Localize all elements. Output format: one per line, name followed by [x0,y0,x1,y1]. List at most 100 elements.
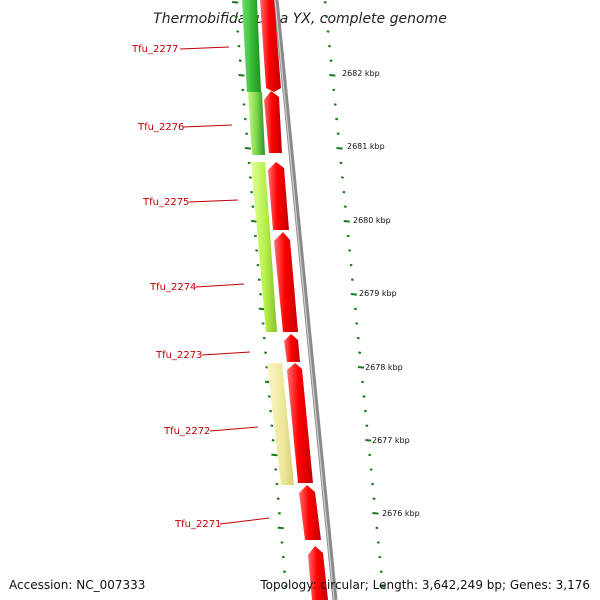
tick-mark [336,132,340,135]
tick-mark [256,263,260,267]
gene-label-leader [201,351,251,356]
gene-label-leader [188,199,239,203]
tick-mark [336,147,343,150]
gene-label[interactable]: Tfu_2271 [174,519,221,530]
gene-label[interactable]: Tfu_2274 [149,282,196,293]
accession-label: Accession: NC_007333 [9,578,146,592]
scale-tick-label: 2676 kbp [382,509,420,518]
tick-mark [251,220,258,223]
tick-mark [358,351,362,354]
tick-mark [350,278,354,281]
tick-mark [346,234,350,238]
tick-mark [247,161,251,165]
tick-mark [255,249,259,252]
tick-mark [378,555,382,559]
tick-mark [365,424,369,427]
tick-mark [355,322,359,325]
tick-mark [267,395,271,398]
gene-tfu-2272[interactable] [267,363,294,485]
gene-label[interactable]: Tfu_2272 [163,426,210,437]
gene-arrow-2[interactable] [264,91,282,153]
tick-mark [243,117,247,121]
gene-tfu-2275-2274[interactable] [251,162,277,332]
tick-mark [372,497,376,500]
tick-mark [270,424,274,427]
tick-mark [269,409,273,413]
tick-mark [335,117,339,121]
tick-mark [332,88,336,92]
genome-backbone-highlight [274,0,335,600]
gene-labels: Tfu_2277 Tfu_2276 Tfu_2275 Tfu_2274 Tfu_2273… [131,44,270,530]
tick-mark [362,395,366,398]
gene-arrow-8[interactable] [308,546,328,600]
gene-arrow-7[interactable] [299,485,321,540]
left-tick-marks [232,1,288,588]
gene-label-leader [195,283,245,288]
tick-mark [284,585,288,588]
tick-mark [275,482,279,486]
gene-label-leader [179,46,230,50]
tick-mark [375,526,379,530]
tick-mark [333,103,337,106]
tick-mark [353,307,357,311]
tick-mark [349,263,353,267]
gene-label[interactable]: Tfu_2277 [131,44,178,55]
gene-arrow-3[interactable] [268,162,289,230]
tick-mark [271,439,275,442]
tick-mark [357,366,365,369]
tick-mark [245,132,249,135]
tick-mark [238,59,242,62]
gene-arrow-1[interactable] [260,0,281,92]
scale-labels: 2682 kbp 2681 kbp 2680 kbp 2679 kbp 2678 kbp… [342,69,420,518]
tick-mark [261,322,265,325]
tick-mark [329,74,336,77]
tick-mark [365,439,372,442]
tick-mark [283,570,287,573]
gene-label[interactable]: Tfu_2273 [155,350,202,361]
tick-mark [340,176,344,179]
tick-mark [376,541,380,544]
scale-tick-label: 2682 kbp [342,69,380,78]
tick-mark [274,468,278,471]
scale-tick-label: 2677 kbp [372,436,410,445]
gene-label[interactable]: Tfu_2276 [137,122,184,133]
tick-mark [242,103,246,106]
tick-mark [371,482,375,486]
tick-mark [264,351,268,354]
scale-tick-label: 2680 kbp [353,216,391,225]
tick-mark [361,380,365,384]
tick-mark [237,44,241,48]
tick-mark [258,293,262,296]
gene-tfu-2276[interactable] [248,92,265,155]
tick-mark [257,278,261,281]
tick-mark [276,497,280,500]
gene-label[interactable]: Tfu_2275 [142,197,189,208]
tick-mark [241,88,245,92]
gene-label-leader [182,124,233,128]
gene-label-leader [219,517,270,525]
right-tick-marks [323,1,386,588]
tick-mark [343,205,347,208]
scale-tick-label: 2681 kbp [347,142,385,151]
gene-label-leader [209,426,259,432]
tick-mark [232,1,239,4]
tick-mark [234,15,238,19]
scale-tick-label: 2679 kbp [359,289,397,298]
tick-mark [342,190,346,194]
tick-mark [368,453,372,457]
tick-mark [325,15,329,19]
tick-mark [251,205,255,208]
gene-arrow-5[interactable] [284,334,300,362]
tick-mark [339,161,343,165]
tick-mark [277,512,281,515]
tick-mark [262,336,266,340]
tick-mark [372,512,379,515]
gene-tfu-2277[interactable] [242,0,261,92]
gene-arrow-6[interactable] [287,363,313,483]
tick-mark [343,220,350,223]
gene-arrow-4[interactable] [274,232,298,332]
scale-tick-label: 2678 kbp [365,363,403,372]
tick-mark [236,30,240,33]
tick-mark [329,59,333,62]
